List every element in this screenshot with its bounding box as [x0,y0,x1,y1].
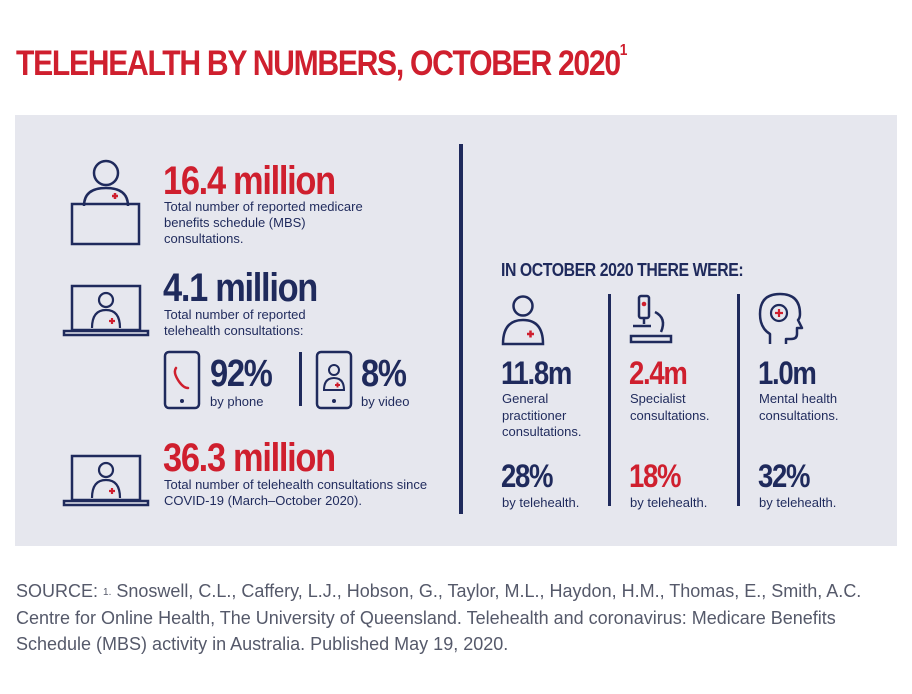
source-prefix: SOURCE: [16,581,104,601]
phone-percent-label: by phone [210,394,264,409]
video-percent: 8% [361,353,407,395]
specialist-telehealth-percent: 18% [629,458,681,494]
mental-health-consultations-value: 1.0m [758,355,817,391]
gp-consultations-value: 11.8m [501,355,572,391]
stat-value-telehealth-since-covid: 36.3 million [163,436,336,480]
stat-desc-mbs-total: Total number of reported medicare benefi… [164,199,363,246]
source-text: Snoswell, C.L., Caffery, L.J., Hobson, G… [16,581,862,654]
doctor-at-desk-icon [70,159,141,246]
stat-desc-telehealth-since-covid: Total number of telehealth consultations… [164,477,428,508]
page-title: TELEHEALTH BY NUMBERS, OCTOBER 20201 [16,42,628,84]
specialist-telehealth-label: by telehealth. [630,495,708,510]
infographic-panel [15,115,897,546]
phone-percent: 92% [210,353,273,395]
source-citation: SOURCE: 1. Snoswell, C.L., Caffery, L.J.… [16,578,896,658]
october-divider-1 [608,294,611,506]
doctor-icon [501,295,545,346]
mental-health-telehealth-label: by telehealth. [759,495,837,510]
gp-telehealth-percent: 28% [501,458,553,494]
microscope-icon [629,294,673,344]
source-footnote-mark: 1. [103,587,112,598]
phone-icon [163,350,201,410]
stat-value-mbs-total: 16.4 million [163,159,336,203]
stat-desc-telehealth-reported: Total number of reported telehealth cons… [164,307,306,338]
october-heading: IN OCTOBER 2020 THERE WERE: [501,260,744,280]
gp-telehealth-label: by telehealth. [502,495,580,510]
specialist-consultations-desc: Specialist consultations. [630,391,710,423]
mental-health-telehealth-percent: 32% [758,458,810,494]
breakdown-divider [299,352,302,406]
mental-health-head-icon [758,292,804,344]
gp-consultations-desc: General practitioner consultations. [502,391,582,439]
mental-health-consultations-desc: Mental health consultations. [759,391,839,423]
video-percent-label: by video [361,394,410,409]
title-footnote-mark: 1 [619,42,628,59]
laptop-doctor-icon [62,284,150,337]
column-divider [459,144,463,514]
title-text: TELEHEALTH BY NUMBERS, OCTOBER 2020 [16,44,621,83]
laptop-doctor-icon [62,454,150,507]
video-call-icon [315,350,353,410]
stat-value-telehealth-reported: 4.1 million [163,266,318,310]
october-divider-2 [737,294,740,506]
specialist-consultations-value: 2.4m [629,355,688,391]
